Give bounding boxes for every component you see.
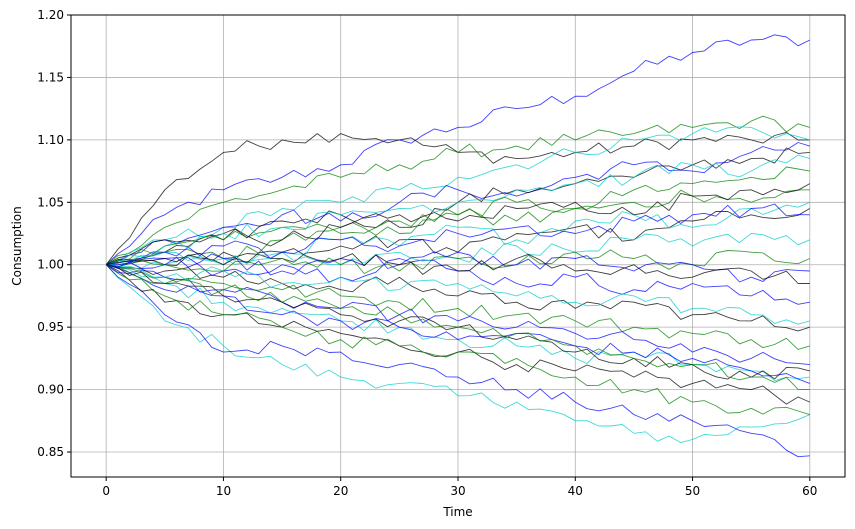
x-tick-label: 50 <box>685 484 700 498</box>
y-axis-label: Consumption <box>10 206 24 285</box>
y-tick-label: 0.90 <box>37 383 64 397</box>
x-axis-ticks: 0 10 20 30 40 50 60 <box>102 477 817 498</box>
x-tick-label: 40 <box>568 484 583 498</box>
series-line <box>106 264 810 332</box>
series-line <box>106 251 810 283</box>
series-line <box>106 264 810 350</box>
x-tick-label: 0 <box>102 484 110 498</box>
y-tick-label: 0.95 <box>37 320 64 334</box>
series-line <box>105 264 810 444</box>
series-line <box>105 264 810 458</box>
series-line <box>105 34 810 266</box>
series-line <box>106 142 810 266</box>
series-line <box>105 115 810 266</box>
y-tick-label: 0.85 <box>37 445 64 459</box>
series-line <box>105 264 810 416</box>
x-tick-label: 20 <box>333 484 348 498</box>
series-lines <box>105 34 811 458</box>
y-tick-label: 1.10 <box>37 133 64 147</box>
x-tick-label: 10 <box>216 484 231 498</box>
y-tick-label: 1.00 <box>37 258 64 272</box>
y-tick-label: 1.20 <box>37 8 64 22</box>
y-axis-ticks: 0.85 0.90 0.95 1.00 1.05 1.10 1.15 1.20 <box>37 8 71 459</box>
series-line <box>106 248 810 284</box>
y-tick-label: 1.05 <box>37 195 64 209</box>
x-axis-label: Time <box>442 505 472 519</box>
series-line <box>106 154 810 266</box>
series-line <box>106 203 810 266</box>
y-tick-label: 1.15 <box>37 70 64 84</box>
series-line <box>106 264 810 391</box>
x-tick-label: 30 <box>450 484 465 498</box>
x-tick-label: 60 <box>802 484 817 498</box>
